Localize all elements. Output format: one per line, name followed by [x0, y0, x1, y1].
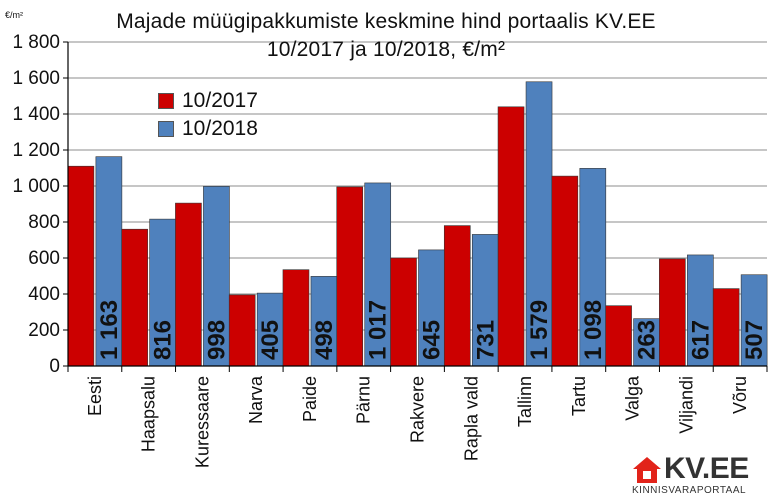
data-label-2018: 617	[687, 320, 714, 360]
bar-2017	[121, 228, 148, 367]
bar-2018	[149, 218, 176, 367]
y-tick-label: 1 200	[12, 140, 60, 161]
bar-2018	[471, 234, 499, 367]
y-tick-label: 1 000	[12, 176, 60, 197]
y-tick-label: 400	[28, 284, 60, 305]
data-label-2018: 731	[472, 320, 499, 360]
bar-2017	[175, 202, 202, 367]
bar-2017	[712, 288, 740, 367]
bar-2017	[551, 175, 579, 367]
data-label-2018: 1 579	[526, 300, 553, 360]
data-label-2018: 1 017	[365, 300, 392, 360]
x-category-label: Tartu	[569, 376, 589, 416]
x-category-label: Eesti	[85, 376, 105, 416]
bar-2017	[336, 186, 364, 367]
x-category-label: Rakvere	[408, 376, 428, 443]
chart-title-line-1: Majade müügipakkumiste keskmine hind por…	[116, 10, 656, 33]
x-category-label: Kuressaare	[192, 376, 212, 468]
bar-2018	[579, 168, 607, 367]
bar-2017	[497, 106, 525, 367]
legend-label-2017: 10/2017	[182, 89, 258, 112]
bar-2017	[67, 165, 95, 367]
bar-2018	[256, 292, 284, 367]
kv-ee-logo: KV.EE KINNISVARAPORTAAL	[628, 452, 764, 498]
legend-label-2018: 10/2018	[182, 117, 258, 140]
x-category-label: Võru	[730, 376, 750, 414]
bar-2017	[443, 225, 471, 367]
data-label-2018: 1 098	[580, 300, 607, 360]
data-label-2018: 645	[419, 320, 446, 360]
y-tick-label: 1 600	[12, 68, 60, 89]
x-category-label: Viljandi	[676, 376, 696, 434]
data-label-2018: 816	[150, 320, 177, 360]
house-icon	[633, 457, 661, 483]
y-axis-unit-label: €/m²	[5, 10, 23, 20]
bar-2018	[740, 274, 768, 367]
bar-2018	[203, 186, 230, 367]
x-category-label: Narva	[246, 375, 266, 424]
bar-2017	[659, 258, 686, 367]
y-tick-label: 1 400	[12, 104, 60, 125]
x-category-label: Tallinn	[515, 376, 535, 427]
legend-swatch-2017	[158, 93, 174, 109]
x-category-label: Paide	[300, 376, 320, 422]
bar-2017	[282, 269, 310, 367]
x-category-label: Pärnu	[354, 376, 374, 424]
bar-2018	[633, 318, 660, 367]
bar-2017	[390, 257, 417, 367]
bar-2017	[605, 305, 632, 367]
data-label-2018: 498	[311, 320, 338, 360]
data-label-2018: 1 163	[96, 300, 123, 360]
y-tick-label: 600	[28, 248, 60, 269]
y-tick-label: 1 800	[12, 32, 60, 53]
legend-swatch-2018	[158, 121, 174, 137]
x-category-label: Haapsalu	[139, 376, 159, 452]
x-category-label: Valga	[623, 375, 643, 421]
y-tick-label: 800	[28, 212, 60, 233]
bar-2018	[364, 182, 392, 367]
chart-title-line-2: 10/2017 ja 10/2018, €/m²	[266, 38, 506, 61]
y-tick-label: 0	[49, 356, 60, 377]
x-category-label: Rapla vald	[461, 376, 481, 461]
data-label-2018: 998	[203, 320, 230, 360]
y-tick-label: 200	[28, 320, 60, 341]
legend-item-2017: 10/2017	[158, 88, 258, 114]
data-label-2018: 405	[257, 320, 284, 360]
logo-text: KV.EE	[664, 452, 749, 485]
bar-2018	[418, 249, 445, 367]
data-label-2018: 507	[741, 320, 768, 360]
data-label-2018: 263	[634, 320, 661, 360]
logo-subtitle: KINNISVARAPORTAAL	[632, 485, 747, 496]
bar-2017	[228, 294, 256, 367]
legend-item-2018: 10/2018	[158, 116, 258, 142]
